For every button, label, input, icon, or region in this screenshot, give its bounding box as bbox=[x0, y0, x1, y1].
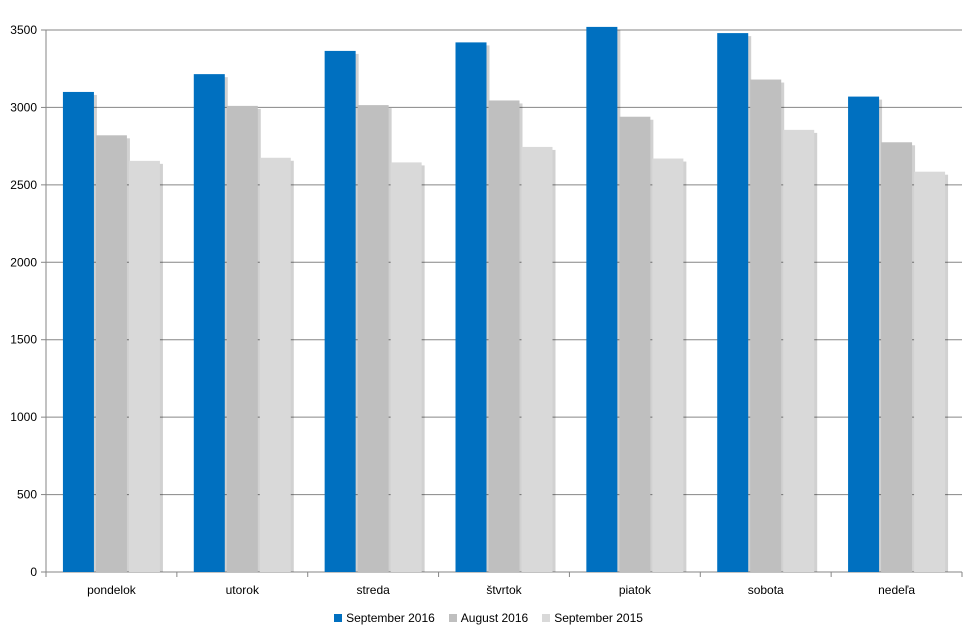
bar-1-0 bbox=[193, 74, 225, 573]
bar-6-0 bbox=[848, 96, 880, 573]
x-tick-label-3: štvrtok bbox=[486, 583, 522, 597]
y-tick-label-0: 0 bbox=[30, 565, 37, 579]
bar-0-0 bbox=[62, 91, 94, 572]
legend-label-august-2016: August 2016 bbox=[460, 611, 529, 625]
bar-6-1 bbox=[881, 142, 913, 572]
bar-5-2 bbox=[783, 129, 815, 572]
bar-1-1 bbox=[226, 105, 258, 572]
y-tick-label-2000: 2000 bbox=[10, 255, 37, 269]
y-tick-label-3500: 3500 bbox=[10, 23, 37, 37]
bar-2-2 bbox=[390, 162, 422, 572]
legend-swatch-september-2016 bbox=[334, 614, 343, 622]
x-tick-label-4: piatok bbox=[619, 583, 652, 597]
bar-0-1 bbox=[95, 135, 127, 572]
legend-item-september-2015: September 2015 bbox=[542, 611, 643, 625]
legend-label-september-2015: September 2015 bbox=[554, 611, 643, 625]
bar-2-1 bbox=[357, 105, 389, 572]
x-tick-label-6: nedeľa bbox=[878, 583, 915, 597]
bar-5-0 bbox=[717, 33, 749, 572]
legend-item-august-2016: August 2016 bbox=[448, 611, 529, 625]
y-tick-label-1000: 1000 bbox=[10, 410, 37, 424]
bar-5-1 bbox=[750, 79, 782, 572]
x-tick-label-0: pondelok bbox=[87, 583, 137, 597]
x-tick-label-2: streda bbox=[356, 583, 390, 597]
bar-6-2 bbox=[914, 171, 946, 573]
bar-3-2 bbox=[521, 146, 553, 572]
bar-0-2 bbox=[128, 160, 160, 572]
bar-4-2 bbox=[652, 158, 684, 572]
bar-4-0 bbox=[586, 26, 618, 573]
x-tick-label-1: utorok bbox=[226, 583, 260, 597]
bar-2-0 bbox=[324, 50, 356, 573]
bar-3-1 bbox=[488, 100, 520, 573]
y-tick-label-1500: 1500 bbox=[10, 333, 37, 347]
x-tick-label-5: sobota bbox=[748, 583, 784, 597]
legend-swatch-august-2016 bbox=[448, 614, 457, 622]
bar-4-1 bbox=[619, 116, 651, 572]
legend-item-september-2016: September 2016 bbox=[334, 611, 435, 625]
bar-3-0 bbox=[455, 42, 487, 573]
y-tick-label-500: 500 bbox=[17, 488, 37, 502]
y-tick-label-2500: 2500 bbox=[10, 178, 37, 192]
y-tick-label-3000: 3000 bbox=[10, 100, 37, 114]
legend-label-september-2016: September 2016 bbox=[346, 611, 435, 625]
legend: September 2016 August 2016 September 201… bbox=[0, 610, 977, 626]
legend-swatch-september-2015 bbox=[542, 614, 551, 622]
bar-1-2 bbox=[259, 157, 291, 572]
